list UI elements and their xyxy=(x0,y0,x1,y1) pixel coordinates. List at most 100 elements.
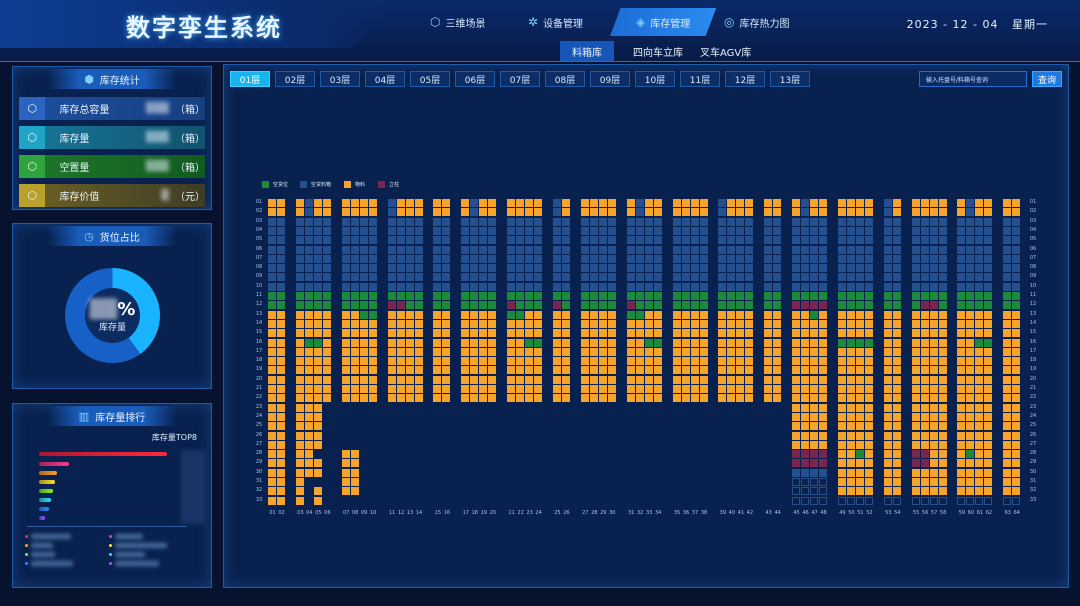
storage-cell[interactable] xyxy=(405,301,414,310)
storage-cell[interactable] xyxy=(681,254,690,263)
storage-cell[interactable] xyxy=(433,394,442,403)
storage-cell[interactable] xyxy=(1003,357,1012,366)
storage-cell[interactable] xyxy=(727,347,736,356)
storage-cell[interactable] xyxy=(525,226,534,235)
storage-cell[interactable] xyxy=(864,459,873,468)
storage-cell[interactable] xyxy=(479,301,488,310)
storage-cell[interactable] xyxy=(764,292,773,300)
storage-cell[interactable] xyxy=(442,273,451,282)
storage-cell[interactable] xyxy=(929,394,938,403)
storage-cell[interactable] xyxy=(975,487,984,496)
tab-layer-11[interactable]: 11层 xyxy=(680,71,720,87)
storage-cell[interactable] xyxy=(883,273,892,282)
storage-cell[interactable] xyxy=(846,310,855,319)
storage-cell[interactable] xyxy=(764,366,773,375)
storage-cell[interactable] xyxy=(810,347,819,356)
storage-cell[interactable] xyxy=(1012,208,1021,217)
storage-cell[interactable] xyxy=(516,208,525,217)
storage-cell[interactable] xyxy=(341,385,350,393)
storage-cell[interactable] xyxy=(855,338,864,347)
storage-cell[interactable] xyxy=(405,292,414,300)
storage-cell[interactable] xyxy=(1012,357,1021,366)
storage-cell[interactable] xyxy=(1003,412,1012,421)
storage-cell[interactable] xyxy=(304,301,313,310)
storage-cell[interactable] xyxy=(470,254,479,263)
storage-cell[interactable] xyxy=(359,273,368,282)
storage-cell[interactable] xyxy=(929,217,938,226)
storage-cell[interactable] xyxy=(984,329,993,338)
storage-cell[interactable] xyxy=(699,245,708,254)
storage-cell[interactable] xyxy=(699,329,708,338)
storage-cell[interactable] xyxy=(470,319,479,328)
storage-cell[interactable] xyxy=(966,199,975,207)
storage-cell[interactable] xyxy=(322,301,331,310)
storage-cell[interactable] xyxy=(745,264,754,273)
storage-cell[interactable] xyxy=(1003,338,1012,347)
storage-cell[interactable] xyxy=(470,394,479,403)
storage-cell[interactable] xyxy=(837,412,846,421)
storage-cell[interactable] xyxy=(295,310,304,319)
storage-cell[interactable] xyxy=(975,412,984,421)
storage-cell[interactable] xyxy=(1012,217,1021,226)
storage-cell[interactable] xyxy=(773,338,782,347)
storage-cell[interactable] xyxy=(846,357,855,366)
storage-cell[interactable] xyxy=(653,338,662,347)
storage-cell[interactable] xyxy=(295,403,304,412)
storage-cell[interactable] xyxy=(277,468,285,477)
storage-cell[interactable] xyxy=(396,264,405,273)
storage-cell[interactable] xyxy=(929,366,938,375)
storage-cell[interactable] xyxy=(864,208,873,217)
storage-cell[interactable] xyxy=(488,208,497,217)
storage-cell[interactable] xyxy=(883,440,892,449)
storage-cell[interactable] xyxy=(470,282,479,291)
storage-cell[interactable] xyxy=(295,431,304,440)
storage-cell[interactable] xyxy=(350,273,359,282)
storage-cell[interactable] xyxy=(322,236,331,245)
storage-cell[interactable] xyxy=(552,273,561,282)
storage-cell[interactable] xyxy=(672,347,681,356)
storage-cell[interactable] xyxy=(792,199,801,207)
storage-cell[interactable] xyxy=(975,422,984,431)
storage-cell[interactable] xyxy=(984,264,993,273)
storage-cell[interactable] xyxy=(911,422,920,431)
storage-cell[interactable] xyxy=(801,226,810,235)
storage-cell[interactable] xyxy=(920,292,929,300)
storage-cell[interactable] xyxy=(295,468,304,477)
storage-cell[interactable] xyxy=(488,226,497,235)
storage-cell[interactable] xyxy=(920,440,929,449)
storage-cell[interactable] xyxy=(552,385,561,393)
storage-cell[interactable] xyxy=(975,310,984,319)
storage-cell[interactable] xyxy=(920,338,929,347)
storage-cell[interactable] xyxy=(653,236,662,245)
storage-cell[interactable] xyxy=(479,208,488,217)
storage-cell[interactable] xyxy=(479,385,488,393)
storage-cell[interactable] xyxy=(313,273,322,282)
storage-cell[interactable] xyxy=(792,385,801,393)
storage-cell[interactable] xyxy=(819,226,828,235)
storage-cell[interactable] xyxy=(414,385,423,393)
storage-cell[interactable] xyxy=(433,264,442,273)
storage-cell[interactable] xyxy=(341,459,350,468)
storage-cell[interactable] xyxy=(892,478,901,486)
storage-cell[interactable] xyxy=(690,217,699,226)
storage-cell[interactable] xyxy=(957,338,966,347)
storage-cell[interactable] xyxy=(516,347,525,356)
storage-cell[interactable] xyxy=(699,394,708,403)
storage-cell[interactable] xyxy=(718,273,727,282)
storage-cell[interactable] xyxy=(635,375,644,384)
storage-cell[interactable] xyxy=(387,329,396,338)
storage-cell[interactable] xyxy=(1012,487,1021,496)
storage-cell[interactable] xyxy=(892,375,901,384)
storage-cell[interactable] xyxy=(745,347,754,356)
storage-cell[interactable] xyxy=(488,329,497,338)
storage-cell[interactable] xyxy=(690,245,699,254)
storage-cell[interactable] xyxy=(745,338,754,347)
storage-cell[interactable] xyxy=(350,338,359,347)
storage-cell[interactable] xyxy=(396,301,405,310)
storage-cell[interactable] xyxy=(405,347,414,356)
storage-cell[interactable] xyxy=(387,199,396,207)
storage-cell[interactable] xyxy=(359,264,368,273)
storage-cell[interactable] xyxy=(855,459,864,468)
storage-cell[interactable] xyxy=(864,366,873,375)
storage-cell[interactable] xyxy=(957,310,966,319)
